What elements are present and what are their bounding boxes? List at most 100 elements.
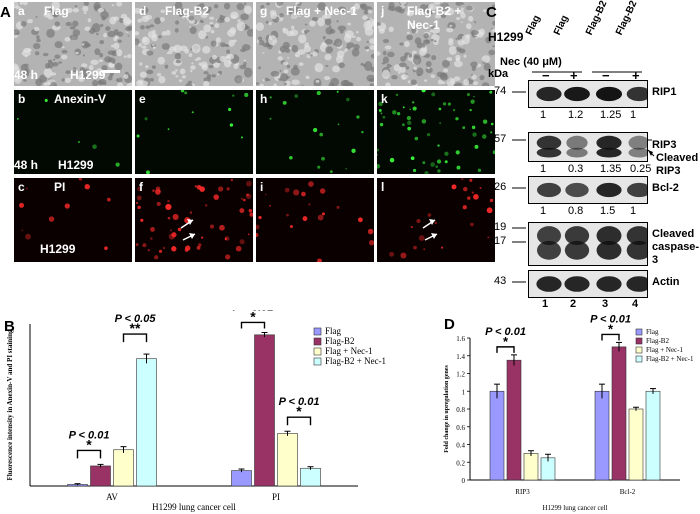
legend-entry: Flag-B2 + Nec-1 <box>325 356 386 366</box>
significance-star: ** <box>130 320 141 336</box>
blot-band <box>537 240 561 260</box>
blot-cleaved-caspase-3 <box>528 222 648 266</box>
bar <box>628 408 644 481</box>
micrograph-a <box>14 2 132 86</box>
panel-b-label: B <box>4 318 15 335</box>
legend-entry: Flag + Nec-1 <box>646 346 683 354</box>
arrow-markers <box>180 219 196 241</box>
panel-c-label: C <box>486 4 497 21</box>
bar <box>645 390 661 481</box>
bar <box>277 433 298 487</box>
lane-number: 3 <box>602 298 609 310</box>
lane-number: 4 <box>632 298 639 310</box>
micrograph-title-c: PI <box>54 180 66 194</box>
blot-band <box>536 276 562 292</box>
legend-entry: Flag <box>646 328 659 336</box>
y-axis-label: Fluorescence intensity in Anexin-V and P… <box>6 329 14 481</box>
nec-sign: − <box>542 68 550 83</box>
band-quantification: 1.25 <box>600 109 622 121</box>
category-label: Bcl-2 <box>620 488 636 496</box>
scale-bar <box>102 70 120 73</box>
micrograph-l <box>377 178 495 262</box>
cell-label-c: H1299 <box>40 242 76 256</box>
y-tick-label: 1.2 <box>456 371 465 379</box>
band-quantification: 1.2 <box>568 109 584 121</box>
p-value-label: P < 0.01 <box>279 396 320 408</box>
p-value-label: P < 0.01 <box>233 310 274 313</box>
legend-swatch <box>635 355 643 363</box>
panel-d: D 0 0.2 0.4 0.6 0.8 1 1.2 1.4 1.6 RIP3 Bcl-2 Flag Fl… <box>440 312 700 514</box>
legend-entry: Flag <box>325 326 342 336</box>
legend-entry: Flag-B2 + Nec-1 <box>646 355 694 363</box>
blot-band <box>564 240 590 260</box>
significance-star: * <box>608 321 614 336</box>
y-tick-label: 0.4 <box>456 442 465 450</box>
p-value-label: P < 0.05 <box>115 313 157 325</box>
y-tick-label: 0 <box>462 477 466 485</box>
micrograph-letter-c: c <box>18 180 25 194</box>
legend-entry: Flag + Nec-1 <box>325 346 373 356</box>
legend-swatch <box>635 337 643 345</box>
category-label: AV <box>106 492 118 502</box>
micrograph-i <box>256 178 374 262</box>
blot-name: Actin <box>652 276 680 288</box>
x-axis-label: H1299 lung cancer cell <box>542 504 607 512</box>
blot-rip3 <box>528 132 648 162</box>
nec-sign: + <box>632 68 640 83</box>
cell-label-b: H1299 <box>58 158 94 172</box>
bar <box>611 346 627 481</box>
significance-bracket <box>76 449 102 459</box>
blot-band <box>627 182 647 198</box>
panel-a: A a Flag d Flag-B2 g Flag + Nec-1 j Flag-B2 + N… <box>0 0 495 290</box>
micrograph-g <box>256 2 374 86</box>
band-quantification: 1.35 <box>600 163 622 175</box>
nec-label: Nec (40 μM) <box>500 56 562 68</box>
blot-cell-label: H1299 <box>488 30 524 44</box>
band-quantification: 1 <box>630 109 637 121</box>
legend-entry: Flag-B2 <box>325 336 355 346</box>
y-tick-label: 0.8 <box>456 406 465 414</box>
time-label-a: 48 h <box>14 68 39 82</box>
micrograph-letter-j: j <box>381 4 385 18</box>
band-quantification: 1 <box>540 205 547 217</box>
micrograph-d <box>135 2 253 86</box>
significance-star: * <box>86 436 92 452</box>
micrograph-letter-l: l <box>381 180 385 194</box>
blot-graphics <box>512 71 655 283</box>
blot-name: Cleaved caspase-3 <box>652 228 700 266</box>
panel-d-label: D <box>444 316 455 333</box>
category-label: RIP3 <box>515 488 530 496</box>
legend-swatch <box>313 347 322 356</box>
blot-band <box>564 226 590 246</box>
kda-label: kDa <box>488 68 509 80</box>
band-quantification: 1 <box>630 205 637 217</box>
blot-band <box>566 135 588 150</box>
blot-name: Bcl-2 <box>652 182 679 194</box>
significance-star: * <box>250 310 256 324</box>
legend-swatch <box>635 346 643 354</box>
molecular-weight: 74 <box>494 85 507 97</box>
micrograph-letter-b: b <box>18 92 26 106</box>
blot-band <box>536 86 562 102</box>
blot-band <box>564 86 590 102</box>
band-quantification: 0.25 <box>630 163 652 175</box>
bar <box>300 467 321 487</box>
significance-bracket <box>240 321 266 329</box>
blot-band <box>536 135 562 150</box>
legend-swatch <box>313 357 322 366</box>
blot-band <box>628 135 647 150</box>
significance-star: * <box>296 403 302 419</box>
bar <box>506 359 522 481</box>
bar <box>90 465 111 487</box>
micrograph-letter-k: k <box>381 92 388 106</box>
significance-bracket <box>496 346 515 353</box>
micrograph-letter-g: g <box>260 4 268 18</box>
blot-bcl-2 <box>528 176 648 204</box>
blot-extra-label: Cleaved RIP3 <box>656 152 699 177</box>
p-value-label: P < 0.01 <box>69 429 110 441</box>
molecular-weight: 57 <box>494 133 507 145</box>
blot-band <box>595 86 623 102</box>
blot-band <box>596 135 622 150</box>
